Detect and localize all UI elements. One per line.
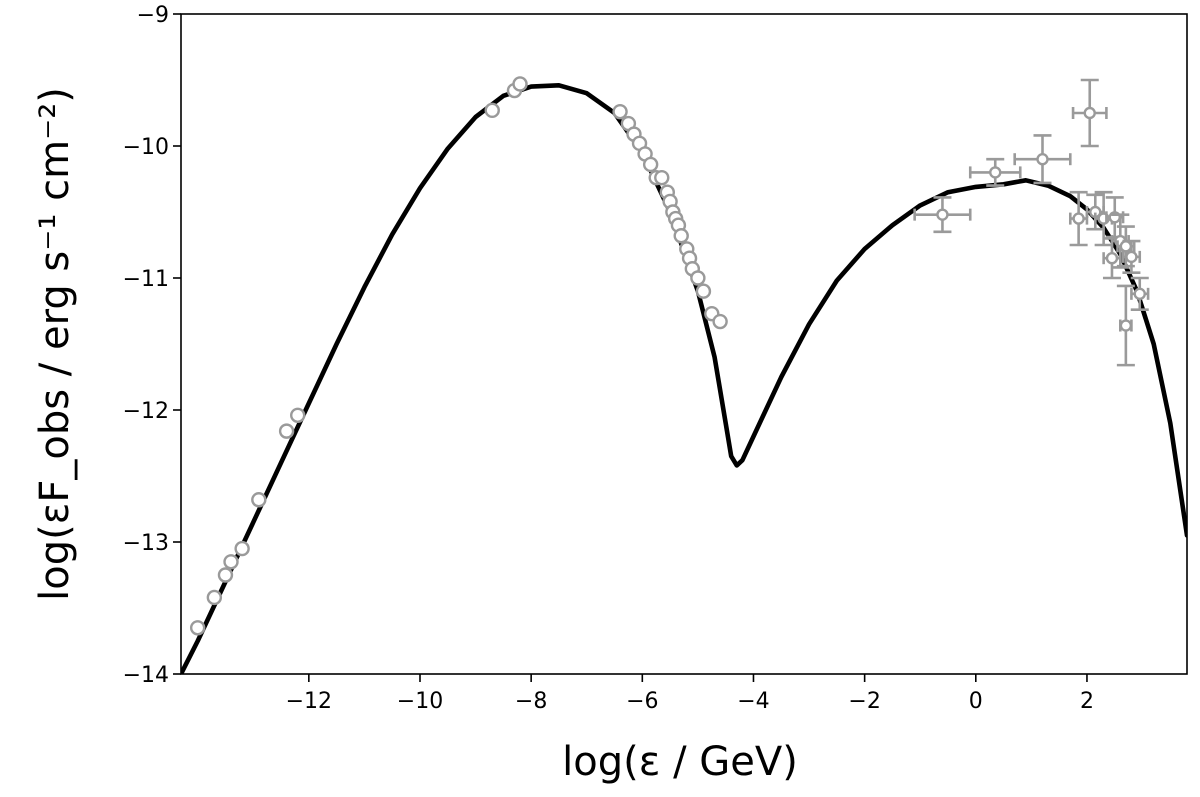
data-point bbox=[612, 103, 628, 120]
y-axis: −14 −13 −12 −11 −10 −9 bbox=[123, 3, 181, 688]
errorbar-point bbox=[1121, 239, 1142, 275]
errorbar-point bbox=[1068, 190, 1089, 247]
plot-frame bbox=[180, 13, 1188, 675]
y-tick-label: −14 bbox=[123, 663, 169, 688]
data-point bbox=[712, 313, 728, 330]
data-point bbox=[251, 492, 267, 508]
data-point bbox=[690, 270, 706, 286]
errorbar-point bbox=[1013, 134, 1072, 185]
data-point bbox=[223, 554, 239, 570]
errorbar-point bbox=[968, 157, 1022, 187]
data-point bbox=[290, 407, 306, 423]
data-point bbox=[642, 156, 659, 173]
y-tick-label: −13 bbox=[123, 531, 169, 556]
y-axis-label: log(εF_obs / erg s⁻¹ cm⁻²) bbox=[32, 87, 78, 601]
data-point bbox=[278, 423, 295, 439]
x-tick-label: −2 bbox=[848, 689, 880, 714]
x-tick-label: −6 bbox=[626, 689, 658, 714]
x-tick-label: −4 bbox=[737, 689, 769, 714]
data-point bbox=[217, 567, 234, 583]
x-tick-label: 2 bbox=[1080, 689, 1094, 714]
data-point bbox=[695, 283, 712, 299]
x-axis: −12 −10 −8 −6 −4 −2 0 2 bbox=[286, 674, 1094, 714]
data-point bbox=[189, 620, 206, 636]
x-tick-label: −10 bbox=[397, 689, 443, 714]
data-point bbox=[512, 76, 528, 92]
model-curve bbox=[181, 83, 1187, 674]
x-axis-label: log(ε / GeV) bbox=[562, 739, 798, 785]
x-tick-label: −12 bbox=[286, 689, 332, 714]
data-point bbox=[673, 228, 689, 244]
y-tick-label: −12 bbox=[123, 399, 169, 424]
errorbar-point bbox=[913, 196, 972, 234]
data-point bbox=[654, 169, 670, 186]
x-tick-label: 0 bbox=[969, 689, 983, 714]
y-tick-label: −10 bbox=[123, 135, 169, 160]
y-tick-label: −9 bbox=[137, 3, 169, 28]
errorbar-point bbox=[1071, 78, 1108, 148]
errorbar-point bbox=[1130, 276, 1150, 311]
y-tick-label: −11 bbox=[123, 267, 169, 292]
data-point bbox=[206, 589, 223, 606]
x-tick-label: −8 bbox=[515, 689, 547, 714]
plot-area bbox=[181, 76, 1187, 674]
data-point bbox=[234, 540, 250, 557]
errorbar-point bbox=[1116, 284, 1135, 367]
data-point bbox=[484, 102, 500, 119]
